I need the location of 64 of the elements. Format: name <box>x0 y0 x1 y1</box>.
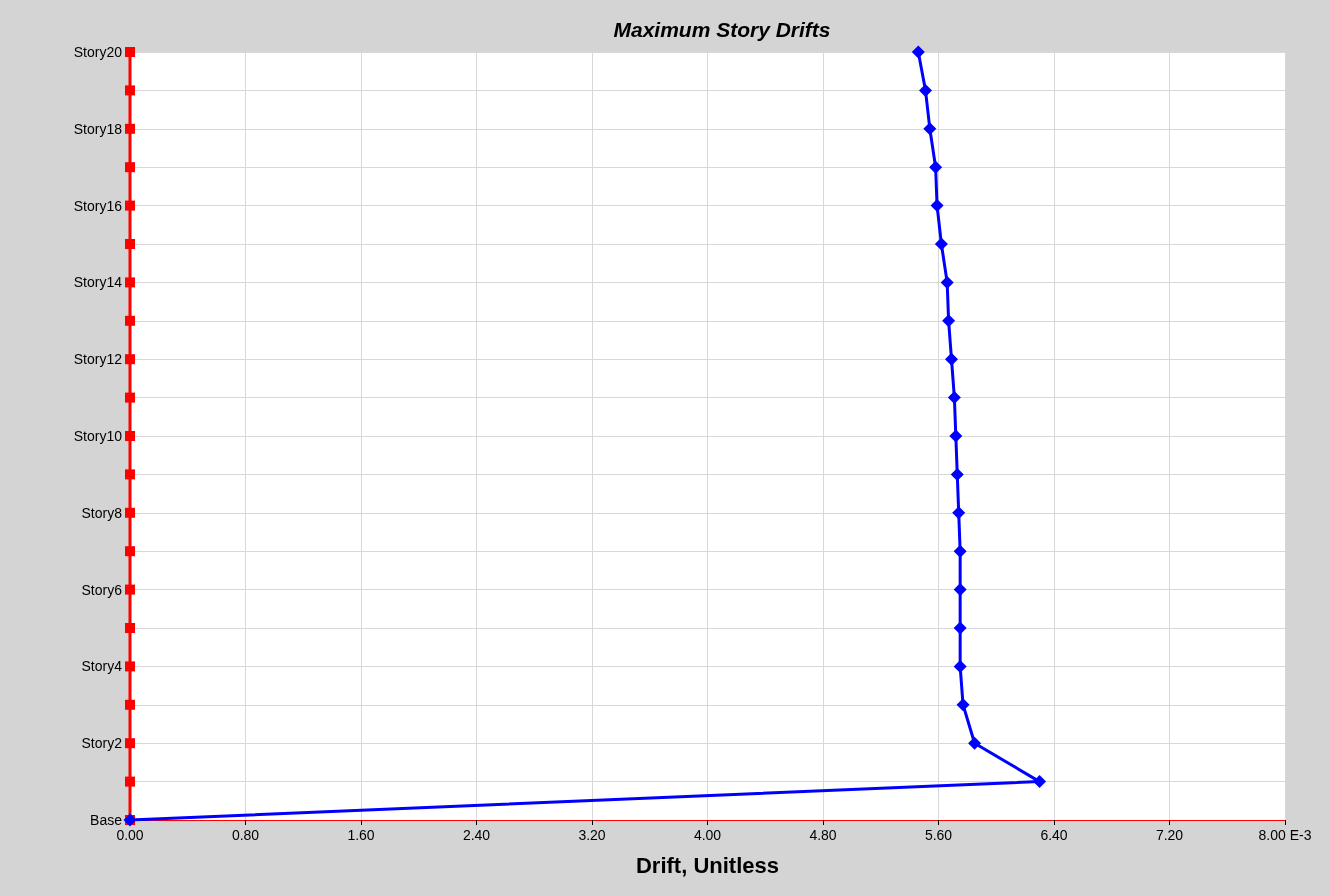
point <box>944 352 958 366</box>
point <box>125 47 135 57</box>
point <box>125 469 135 480</box>
x-tick-label: 0.80 <box>231 827 260 843</box>
point <box>952 506 966 520</box>
point <box>940 275 954 289</box>
point <box>929 160 943 174</box>
chart-title: Maximum Story Drifts <box>613 18 831 41</box>
point <box>942 314 956 328</box>
point <box>950 467 964 481</box>
y-tick-label: Base <box>90 812 123 828</box>
y-tick-label: Story18 <box>73 120 123 137</box>
x-tick-label: 4.80 <box>809 827 837 843</box>
point <box>947 391 961 405</box>
point <box>953 659 967 673</box>
point <box>125 123 135 134</box>
point <box>125 162 135 173</box>
x-tick-label: 5.60 <box>924 827 953 843</box>
point <box>125 699 135 710</box>
x-tick-label: 8.00 E-3 <box>1258 827 1312 843</box>
x-tick-label: 1.60 <box>347 827 375 843</box>
y-tick-label: Story16 <box>73 197 123 214</box>
y-tick-label: Story10 <box>73 428 123 444</box>
y-tick-label: Story2 <box>81 735 123 752</box>
x-tick-label: 3.20 <box>578 827 606 843</box>
point <box>125 200 135 211</box>
point <box>930 199 944 213</box>
y-tick-label: Story12 <box>73 351 123 368</box>
point <box>125 315 135 326</box>
point <box>911 45 925 59</box>
point <box>125 277 135 288</box>
point <box>968 736 982 750</box>
point <box>125 738 135 749</box>
y-tick-label: Story8 <box>81 504 123 521</box>
point <box>125 85 135 96</box>
x-tick-label: 2.40 <box>462 827 491 843</box>
point <box>1033 775 1047 789</box>
y-tick-label: Story6 <box>81 581 123 598</box>
x-tick-label: 0.00 <box>116 827 144 843</box>
point <box>125 584 135 595</box>
point <box>125 431 135 441</box>
point <box>125 776 135 787</box>
point <box>125 507 135 518</box>
point <box>125 661 135 672</box>
y-tick-label: Story4 <box>81 658 123 675</box>
point <box>125 354 135 365</box>
point <box>125 239 135 249</box>
point <box>953 583 967 597</box>
point <box>956 698 970 712</box>
x-tick-label: 4.00 <box>693 827 722 843</box>
point <box>919 83 933 97</box>
point <box>934 237 948 251</box>
point <box>125 623 135 633</box>
point <box>125 546 135 557</box>
point <box>953 544 967 558</box>
x-tick-label: 6.40 <box>1040 827 1068 843</box>
y-tick-label: Story20 <box>73 44 123 60</box>
point <box>125 392 135 403</box>
point <box>953 621 967 635</box>
x-axis-title: Drift, Unitless <box>635 852 780 878</box>
y-tick-label: Story14 <box>73 274 123 291</box>
x-tick-label: 7.20 <box>1155 827 1184 843</box>
point <box>949 429 963 443</box>
point <box>923 122 937 136</box>
